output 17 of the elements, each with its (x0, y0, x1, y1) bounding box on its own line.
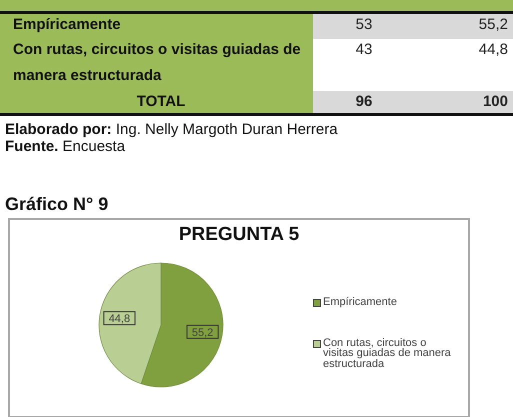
legend-label: Empíricamente (323, 296, 398, 308)
data-label: 43 (313, 38, 420, 90)
data-label: 55,2 (420, 12, 513, 38)
text: Gráfico N° 9 (5, 194, 108, 215)
data-label: 100 (420, 90, 513, 114)
chart-title: PREGUNTA 5 (178, 224, 300, 246)
category-label: TOTAL (136, 92, 186, 112)
data-label: 53 (313, 12, 420, 38)
data-label: 96 (313, 90, 420, 114)
source-note: Fuente. Encuesta (5, 138, 126, 155)
data-label: 55,2 (192, 326, 214, 339)
legend-label: Con rutas, circuitos o visitas guiadas de manera estructurada (323, 336, 452, 370)
data-label: 44,8 (108, 313, 130, 326)
category-label: Con rutas, circuitos o visitas guiadas de manera estructurada (13, 40, 302, 86)
category-label: Empíricamente (13, 15, 122, 35)
data-label: 44,8 (420, 38, 513, 90)
text: Elaborado por: Ing. Nelly Margoth Duran Herrera (5, 121, 338, 138)
